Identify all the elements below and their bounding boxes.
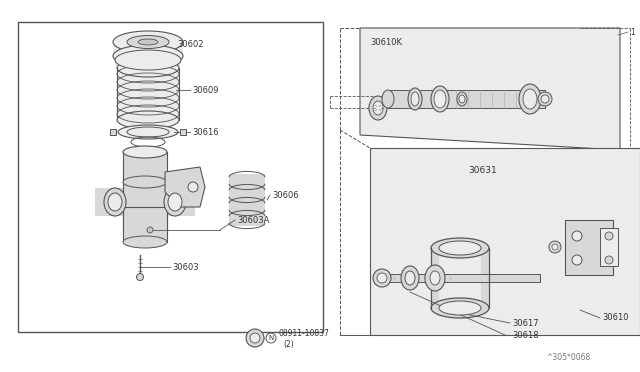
Text: 30610K: 30610K <box>370 38 402 46</box>
Ellipse shape <box>425 265 445 291</box>
Ellipse shape <box>439 301 481 315</box>
Ellipse shape <box>113 31 183 53</box>
Bar <box>113 42 183 56</box>
Text: 30606: 30606 <box>272 190 299 199</box>
Bar <box>123 207 167 242</box>
Ellipse shape <box>138 39 158 45</box>
Ellipse shape <box>369 96 387 120</box>
Text: 30616: 30616 <box>192 128 219 137</box>
Ellipse shape <box>104 188 126 216</box>
Text: 30631: 30631 <box>468 166 497 174</box>
Circle shape <box>549 241 561 253</box>
Bar <box>123 152 167 182</box>
Ellipse shape <box>127 127 169 137</box>
Ellipse shape <box>127 35 169 48</box>
Ellipse shape <box>115 50 181 70</box>
Ellipse shape <box>123 176 167 188</box>
Circle shape <box>246 329 264 347</box>
Text: 30602: 30602 <box>177 39 204 48</box>
Circle shape <box>136 273 143 280</box>
Bar <box>388 90 545 108</box>
Ellipse shape <box>408 88 422 110</box>
Circle shape <box>377 273 387 283</box>
Bar <box>382 274 540 282</box>
Text: 1: 1 <box>630 28 635 36</box>
Ellipse shape <box>431 298 489 318</box>
Bar <box>600 228 618 266</box>
Polygon shape <box>110 129 116 135</box>
Ellipse shape <box>401 266 419 290</box>
Ellipse shape <box>382 90 394 108</box>
Text: (2): (2) <box>283 340 294 350</box>
Bar <box>229 174 265 226</box>
Circle shape <box>250 333 260 343</box>
Bar <box>117 68 179 120</box>
Polygon shape <box>360 28 620 150</box>
Circle shape <box>373 269 391 287</box>
Ellipse shape <box>108 193 122 211</box>
Bar <box>123 172 167 232</box>
Text: 08911-10837: 08911-10837 <box>279 330 330 339</box>
Circle shape <box>147 227 153 233</box>
Ellipse shape <box>431 86 449 112</box>
Ellipse shape <box>430 271 440 285</box>
Circle shape <box>188 182 198 192</box>
Ellipse shape <box>457 92 467 106</box>
Ellipse shape <box>117 59 179 77</box>
Text: 30617: 30617 <box>512 318 539 327</box>
Ellipse shape <box>123 236 167 248</box>
Ellipse shape <box>113 45 183 67</box>
Bar <box>431 248 489 308</box>
Ellipse shape <box>118 125 178 139</box>
Polygon shape <box>370 148 640 335</box>
Ellipse shape <box>373 101 383 115</box>
Ellipse shape <box>519 84 541 114</box>
Circle shape <box>552 244 558 250</box>
Text: N: N <box>268 335 274 341</box>
Text: 30603A: 30603A <box>237 215 269 224</box>
Ellipse shape <box>123 146 167 158</box>
Ellipse shape <box>117 111 179 129</box>
Ellipse shape <box>523 89 537 109</box>
Ellipse shape <box>168 193 182 211</box>
Bar <box>439 248 481 308</box>
Text: 30609: 30609 <box>192 86 218 94</box>
Circle shape <box>572 255 582 265</box>
Ellipse shape <box>164 188 186 216</box>
Ellipse shape <box>431 238 489 258</box>
Bar <box>18 22 323 332</box>
Text: 30603: 30603 <box>172 263 198 272</box>
Ellipse shape <box>439 241 481 255</box>
Circle shape <box>605 256 613 264</box>
Bar <box>95 188 195 216</box>
Circle shape <box>605 232 613 240</box>
Ellipse shape <box>459 95 465 103</box>
Text: 30618: 30618 <box>512 330 539 340</box>
Polygon shape <box>180 129 186 135</box>
Ellipse shape <box>434 90 446 108</box>
Ellipse shape <box>411 92 419 106</box>
Bar <box>115 56 181 66</box>
Text: 30610: 30610 <box>602 314 628 323</box>
Circle shape <box>538 92 552 106</box>
Bar <box>565 220 613 275</box>
Circle shape <box>541 95 549 103</box>
Ellipse shape <box>405 271 415 285</box>
Polygon shape <box>165 167 205 207</box>
Text: ^305*0068: ^305*0068 <box>546 353 590 362</box>
Circle shape <box>572 231 582 241</box>
